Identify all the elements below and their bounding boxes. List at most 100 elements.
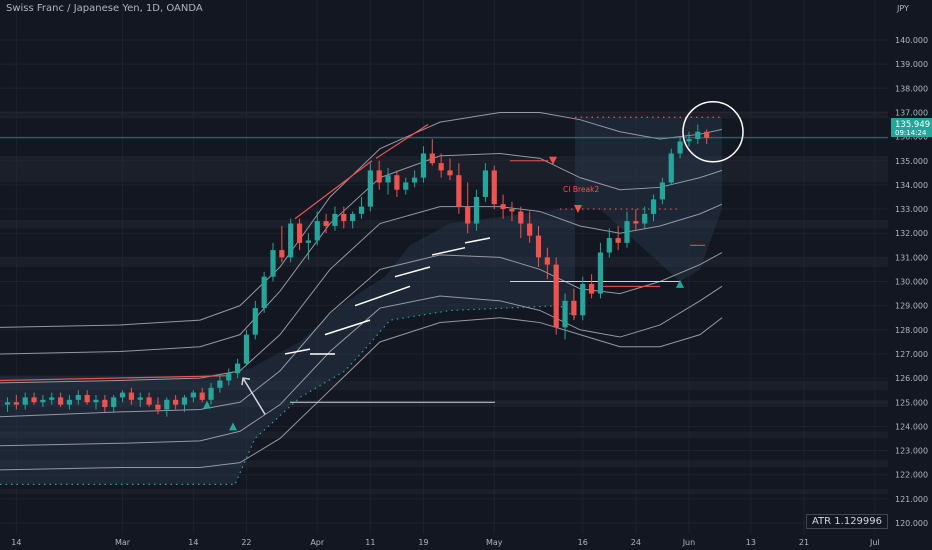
- candle-body: [500, 204, 506, 210]
- candle-body: [226, 373, 232, 381]
- candle-body: [58, 397, 64, 405]
- candle-body: [111, 397, 117, 408]
- candle-body: [367, 170, 373, 207]
- candlestick-series: [4, 124, 710, 417]
- candle-body: [93, 399, 99, 403]
- y-tick-label: 120.000: [895, 519, 928, 528]
- candle-body: [642, 213, 648, 224]
- currency-label: JPY: [896, 4, 909, 13]
- candle-body: [650, 199, 657, 214]
- candle-body: [261, 276, 267, 309]
- candle-body: [668, 153, 674, 183]
- y-tick-label: 124.000: [895, 422, 928, 431]
- sell-signal-triangle: [549, 156, 557, 165]
- candle-body: [544, 257, 550, 265]
- candle-body: [288, 223, 294, 258]
- candle-body: [412, 177, 418, 183]
- candle-body: [128, 392, 134, 400]
- atr-indicator-box[interactable]: ATR 1.129996: [805, 514, 888, 529]
- y-tick-label: 132.000: [895, 229, 928, 238]
- y-tick-label: 123.000: [895, 447, 928, 456]
- x-tick-label: Jul: [869, 538, 880, 547]
- sell-signal-triangle: [574, 205, 582, 214]
- horizontal-zone: [0, 399, 888, 408]
- candle-body: [695, 131, 701, 140]
- candle-body: [181, 397, 188, 405]
- y-tick-label: 137.000: [895, 108, 928, 117]
- lower-mid-band: [0, 285, 723, 447]
- momentum-stroke: [324, 319, 371, 336]
- x-tick-label: Jun: [682, 538, 696, 547]
- support-dotted-line: [0, 305, 576, 485]
- candle-body: [518, 211, 524, 224]
- time-axis-background: [0, 534, 932, 550]
- candle-body: [102, 399, 108, 408]
- time-axis: [0, 534, 932, 550]
- candle-body: [252, 308, 258, 335]
- ci-break-label: CI Break2: [563, 185, 599, 194]
- upper-band: [0, 111, 723, 328]
- highlight-circle: [682, 101, 744, 163]
- price-tag-countdown: 09:14:24: [895, 129, 927, 137]
- x-tick-label: 24: [631, 538, 641, 547]
- candle-body: [438, 163, 444, 171]
- momentum-stroke: [431, 246, 466, 256]
- candle-body: [22, 397, 28, 405]
- cloud-zone: [0, 117, 722, 485]
- candle-body: [49, 397, 55, 400]
- y-tick-label: 128.000: [895, 326, 928, 335]
- candle-body: [385, 175, 391, 183]
- symbol-title[interactable]: Swiss Franc / Japanese Yen, 1D, OANDA: [6, 3, 203, 14]
- y-tick-label: 136.000: [895, 133, 928, 142]
- upper-mid-band: [0, 153, 723, 355]
- candle-body: [633, 221, 639, 224]
- candle-body: [580, 283, 586, 316]
- price-tag-background: [891, 118, 932, 137]
- horizontal-zone: [0, 111, 888, 119]
- lower-inner-band: [0, 252, 723, 418]
- candle-body: [491, 170, 497, 205]
- candle-body: [314, 221, 320, 241]
- candle-body: [659, 182, 665, 200]
- candle-body: [137, 397, 143, 400]
- current-price-tag: 135.949 09:14:24: [891, 118, 932, 137]
- candle-body: [376, 170, 382, 183]
- price-ticks: 120.000 121.000 122.000 123.000 124.000 125.0…: [895, 36, 928, 528]
- price-axis-background: [888, 0, 932, 534]
- buy-signal-triangle: [203, 400, 211, 409]
- lower-band: [0, 317, 723, 471]
- candle-body: [164, 399, 170, 410]
- buy-signal-triangle: [229, 422, 237, 431]
- candle-body: [173, 399, 179, 405]
- y-tick-label: 130.000: [895, 278, 928, 287]
- y-tick-label: 134.000: [895, 181, 928, 190]
- x-tick-label: 16: [578, 538, 588, 547]
- horizontal-zone: [0, 489, 888, 495]
- x-tick-label: Apr: [310, 538, 325, 547]
- candle-body: [571, 300, 577, 316]
- trend-line-red: [0, 375, 231, 382]
- candle-body: [429, 153, 435, 164]
- candle-body: [332, 213, 338, 226]
- candle-body: [403, 182, 409, 190]
- x-tick-label: May: [486, 538, 503, 547]
- y-tick-label: 121.000: [895, 495, 928, 504]
- candle-body: [358, 206, 365, 214]
- candle-body: [146, 397, 152, 405]
- momentum-stroke: [354, 285, 411, 307]
- x-tick-label: Mar: [115, 538, 131, 547]
- candle-body: [208, 387, 214, 400]
- candle-body: [527, 223, 533, 236]
- y-tick-label: 138.000: [895, 84, 928, 93]
- time-ticks: 14 Mar 14 22 Apr 11 19 May 16 24 Jun 13 21 Jul: [11, 538, 879, 547]
- momentum-stroke: [464, 237, 491, 244]
- candle-body: [84, 395, 90, 403]
- candle-body: [350, 213, 356, 222]
- candle-body: [75, 395, 81, 400]
- arrow-icon: [242, 377, 266, 415]
- candle-body: [456, 175, 462, 207]
- candle-body: [686, 139, 692, 142]
- candle-body: [40, 399, 46, 403]
- candle-body: [235, 363, 241, 374]
